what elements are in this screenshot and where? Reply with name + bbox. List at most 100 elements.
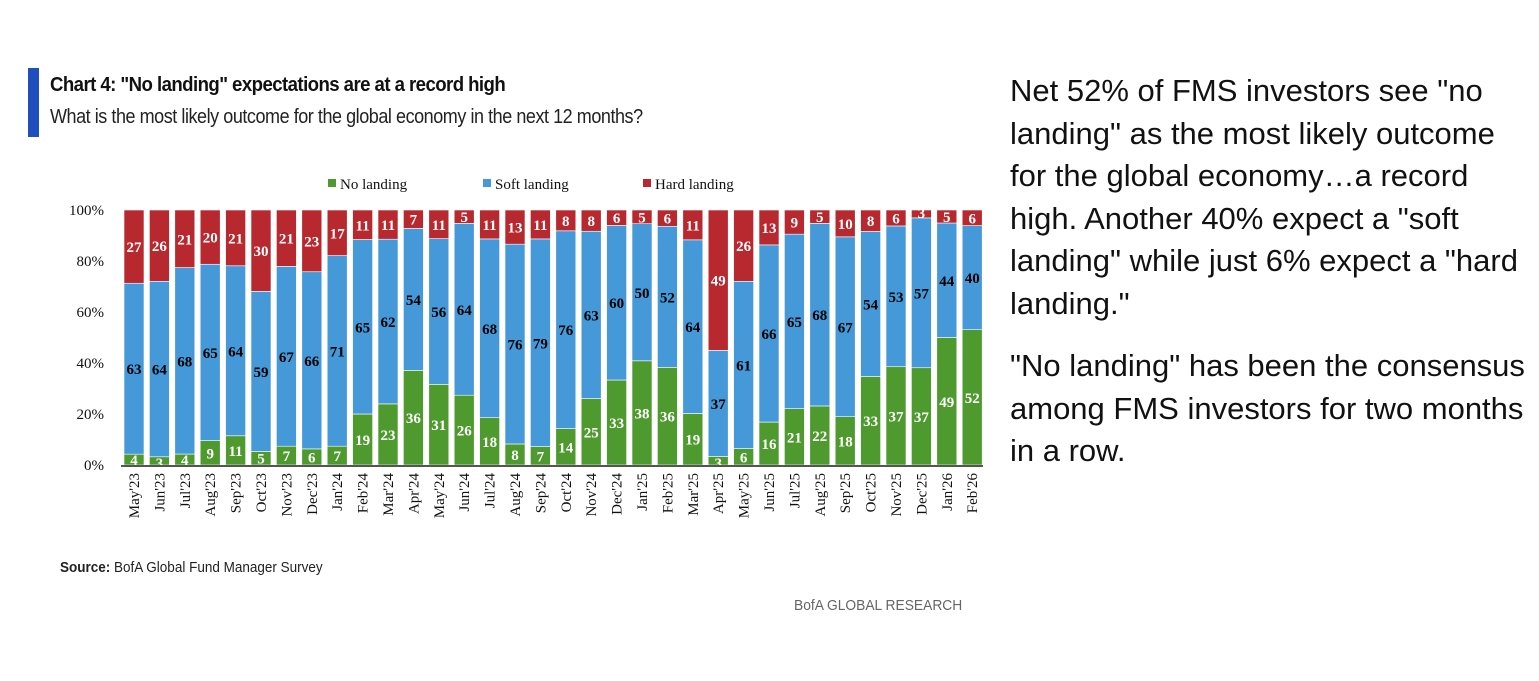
x-tick-label: Apr'25	[711, 473, 727, 514]
data-label: 33	[609, 416, 624, 432]
x-tick-label: Dec'23	[305, 473, 321, 515]
bar-segment-hard-landing	[352, 209, 373, 240]
legend-label: Hard landing	[655, 177, 734, 193]
data-label: 68	[812, 308, 827, 324]
data-label: 64	[685, 320, 701, 336]
data-label: 31	[431, 418, 446, 434]
data-label: 53	[889, 290, 904, 306]
y-tick-label: 100%	[69, 203, 104, 219]
bar-segment-hard-landing	[809, 209, 831, 224]
data-label: 5	[816, 210, 824, 226]
data-label: 66	[762, 327, 778, 343]
x-tick-label: Aug'24	[508, 473, 524, 517]
x-tick-label: Oct'23	[254, 473, 270, 512]
data-label: 52	[965, 391, 980, 407]
data-label: 6	[968, 211, 976, 227]
x-tick-label: Jul'25	[787, 473, 803, 508]
data-label: 54	[406, 293, 422, 309]
bar-segment-hard-landing	[225, 209, 246, 267]
data-label: 33	[863, 414, 878, 430]
data-label: 65	[787, 315, 802, 331]
x-tick-label: Jun'23	[152, 473, 168, 512]
x-tick-label: Jul'23	[178, 473, 194, 508]
data-label: 11	[432, 218, 446, 234]
y-tick-label: 60%	[77, 305, 105, 321]
bar-segment-hard-landing	[758, 209, 780, 246]
bar-segment-hard-landing	[530, 209, 551, 240]
y-tick-label: 80%	[77, 254, 105, 270]
data-label: 21	[787, 430, 802, 446]
x-tick-label: Mar'25	[686, 473, 702, 516]
data-label: 19	[685, 433, 700, 449]
data-label: 38	[635, 406, 650, 422]
bar-segment-hard-landing	[707, 209, 729, 351]
data-label: 64	[457, 303, 473, 319]
data-label: 61	[736, 358, 751, 374]
x-tick-label: May'24	[432, 473, 448, 519]
title-accent-bar	[28, 68, 39, 137]
x-tick-label: Sep'23	[229, 473, 245, 513]
chart-subtitle: What is the most likely outcome for the …	[50, 106, 643, 128]
data-label: 54	[863, 297, 879, 313]
x-tick-label: Jun'25	[762, 473, 778, 512]
data-label: 19	[355, 433, 370, 449]
legend-swatch	[328, 179, 336, 187]
bar-segment-hard-landing	[301, 209, 323, 273]
x-tick-label: Oct'25	[864, 473, 880, 512]
x-tick-label: Feb'24	[356, 473, 372, 514]
data-label: 11	[381, 218, 395, 234]
data-label: 26	[457, 424, 473, 440]
bar-segment-hard-landing	[250, 209, 272, 292]
data-label: 67	[279, 350, 295, 366]
x-tick-label: Jul'24	[483, 473, 499, 509]
data-label: 49	[939, 395, 954, 411]
data-label: 9	[206, 446, 214, 462]
data-label: 21	[228, 231, 243, 247]
bar-segment-hard-landing	[784, 209, 805, 235]
data-label: 52	[660, 290, 675, 306]
data-label: 49	[711, 274, 726, 290]
data-label: 25	[584, 425, 599, 441]
bar-segment-hard-landing	[479, 209, 500, 240]
data-label: 65	[355, 320, 370, 336]
data-label: 62	[381, 315, 396, 331]
data-label: 3	[156, 456, 164, 472]
data-label: 7	[410, 213, 418, 229]
source-note: Source: BofA Global Fund Manager Survey	[60, 559, 323, 576]
bar-segment-hard-landing	[123, 209, 145, 284]
data-label: 11	[483, 218, 497, 234]
data-label: 79	[533, 336, 548, 352]
data-label: 8	[511, 448, 519, 464]
x-tick-label: Nov'23	[279, 473, 295, 517]
data-label: 3	[918, 206, 926, 222]
y-tick-label: 40%	[77, 356, 105, 372]
bar-segment-hard-landing	[657, 209, 678, 227]
data-label: 5	[638, 210, 646, 226]
data-label: 14	[558, 440, 574, 456]
data-label: 5	[943, 210, 951, 226]
x-tick-label: Jan'25	[635, 473, 651, 511]
footer-brand: BofA GLOBAL RESEARCH	[794, 597, 963, 614]
data-label: 16	[762, 437, 778, 453]
x-tick-label: Sep'25	[838, 473, 854, 513]
data-label: 8	[562, 214, 570, 230]
data-label: 68	[177, 354, 192, 370]
bar-segment-hard-landing	[377, 209, 399, 240]
source-text: BofA Global Fund Manager Survey	[114, 559, 323, 576]
x-tick-label: Nov'25	[889, 473, 905, 517]
x-tick-label: May'25	[737, 473, 753, 518]
bar-segment-hard-landing	[276, 209, 297, 267]
x-tick-label: May'23	[127, 473, 143, 518]
bar-segment-hard-landing	[834, 209, 856, 238]
data-label: 10	[838, 217, 853, 233]
data-label: 50	[635, 286, 650, 302]
bar-segment-hard-landing	[606, 209, 627, 226]
x-tick-label: Feb'26	[965, 473, 981, 514]
y-tick-label: 0%	[84, 458, 104, 474]
data-label: 9	[791, 216, 799, 232]
bar-segment-hard-landing	[936, 209, 958, 224]
stacked-bar-chart: 0% 20% 40% 60% 80% 100% No landing Soft landing…	[69, 177, 983, 519]
data-label: 8	[867, 214, 875, 230]
data-label: 59	[254, 365, 269, 381]
x-tick-label: Jan'26	[940, 473, 956, 511]
